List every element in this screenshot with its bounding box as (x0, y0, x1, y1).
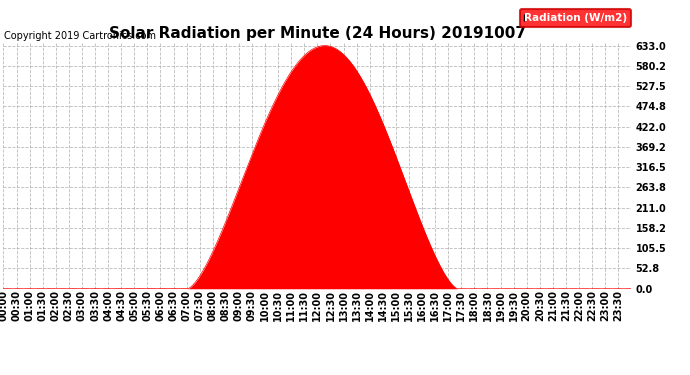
Legend: Radiation (W/m2): Radiation (W/m2) (520, 9, 631, 27)
Text: Copyright 2019 Cartronics.com: Copyright 2019 Cartronics.com (4, 31, 156, 40)
Title: Solar Radiation per Minute (24 Hours) 20191007: Solar Radiation per Minute (24 Hours) 20… (109, 26, 526, 40)
